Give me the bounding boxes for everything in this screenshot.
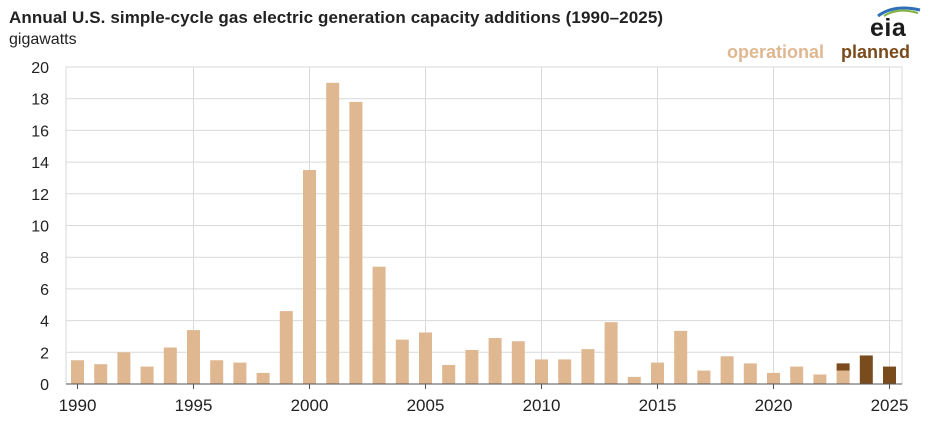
bar-operational-1998 [256,372,270,384]
bar-operational-2005 [419,332,432,384]
bar-operational-2009 [511,341,525,384]
y-tick-label: 14 [31,155,49,172]
x-tick-label: 2000 [291,396,329,415]
x-tick-label: 1990 [59,396,97,415]
chart-title: Annual U.S. simple-cycle gas electric ge… [9,8,664,27]
bar-operational-2008 [488,338,502,384]
bar-operational-2021 [790,366,804,384]
bar-operational-2001 [326,82,340,384]
bar-operational-2016 [674,330,688,384]
x-tick-label: 2025 [871,396,909,415]
bar-operational-1991 [94,364,108,384]
bar-operational-2004 [395,339,409,384]
y-tick-label: 0 [40,377,49,394]
y-tick-label: 12 [31,187,49,204]
bar-operational-1999 [279,311,293,384]
legend-item-operational: operational [726,42,824,62]
y-tick-label: 8 [40,250,49,267]
y-axis-unit-label: gigawatts [9,31,77,48]
x-tick-label: 2015 [639,396,677,415]
bar-operational-1992 [117,352,131,384]
bar-operational-2022 [813,374,827,384]
bar-planned-2023 [836,363,850,371]
x-tick-label: 1995 [175,396,213,415]
legend-item-planned: planned [840,42,910,62]
x-tick-label: 2005 [407,396,445,415]
bar-operational-2011 [558,359,572,384]
bar-operational-2018 [720,356,734,384]
y-tick-label: 4 [40,314,49,331]
bar-operational-1996 [210,360,224,384]
bar-planned-2025 [883,366,896,384]
eia-logo: eia [864,4,926,44]
axes: 0 2 4 6 8 10 12 14 16 18 20 1990 1995 2000 2005 2010 201… [31,60,908,415]
bar-operational-1990 [71,360,84,384]
y-tick-label: 2 [40,345,49,362]
x-tick-label: 2020 [755,396,793,415]
y-tick-label: 18 [31,92,49,109]
bar-operational-2006 [442,364,456,384]
legend: operational planned [715,42,910,63]
bar-operational-1993 [140,366,154,384]
bar-operational-2023 [836,370,850,384]
logo-text: eia [870,14,907,42]
bar-planned-2024 [859,355,873,384]
bar-operational-2000 [303,170,316,384]
bar-operational-2002 [349,101,363,385]
y-tick-label: 16 [31,123,49,140]
bar-operational-2014 [627,376,641,384]
bar-operational-2019 [743,363,757,384]
x-tick-label: 2010 [523,396,561,415]
bar-operational-2020 [767,372,780,384]
bar-operational-1994 [163,347,177,384]
logo-swoosh-icon [877,6,921,18]
bar-operational-2015 [651,362,664,384]
y-tick-label: 20 [31,60,49,77]
y-tick-label: 10 [31,219,49,236]
bar-operational-2012 [581,349,595,384]
bar-operational-2003 [372,266,386,384]
bar-operational-1995 [187,330,200,384]
bar-operational-1997 [233,362,247,384]
bar-operational-2013 [604,322,618,384]
bar-operational-2010 [535,359,548,384]
bar-operational-2017 [697,370,711,384]
y-tick-label: 6 [40,282,49,299]
bars [71,82,896,385]
bar-operational-2007 [465,349,479,384]
